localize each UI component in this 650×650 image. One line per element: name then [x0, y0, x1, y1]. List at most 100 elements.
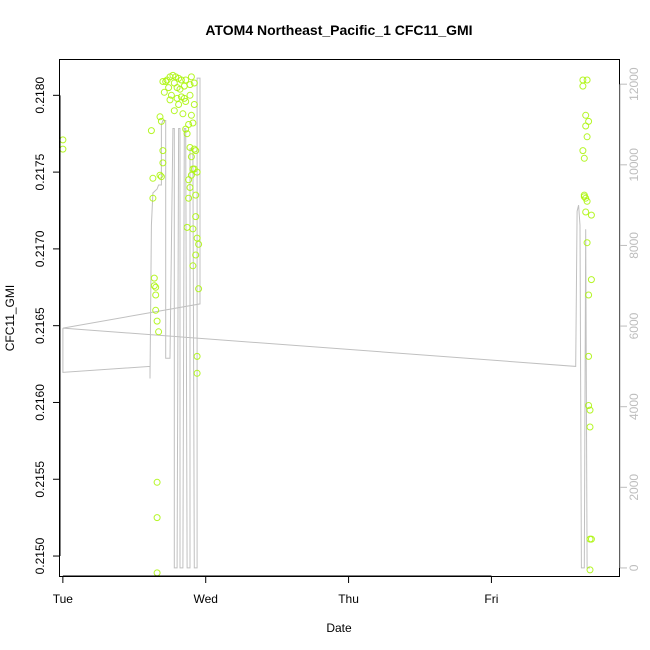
data-point: [585, 352, 593, 360]
data-point: [183, 130, 191, 138]
cfc11-points: [59, 71, 595, 577]
data-point: [155, 328, 163, 336]
data-point: [187, 153, 195, 161]
data-point: [579, 147, 587, 155]
data-point: [175, 101, 183, 108]
data-point: [187, 171, 195, 179]
data-point: [156, 171, 164, 179]
data-point: [157, 117, 165, 125]
data-point: [190, 145, 198, 153]
data-point: [150, 282, 158, 290]
data-point: [189, 262, 197, 270]
data-point: [587, 211, 595, 219]
data-point: [192, 251, 200, 259]
data-point: [152, 306, 160, 314]
data-point: [159, 147, 167, 155]
data-point: [186, 81, 194, 89]
x-tick-label: Thu: [338, 592, 359, 606]
x-tick-label: Wed: [193, 592, 217, 606]
data-point: [189, 225, 197, 233]
data-point: [159, 78, 167, 85]
y-tick-label: 0.2155: [33, 461, 47, 498]
data-point: [192, 147, 200, 155]
data-point: [59, 145, 67, 153]
x-tick-label: Tue: [53, 592, 74, 606]
data-point: [193, 352, 201, 360]
data-point: [586, 406, 594, 414]
data-point: [585, 291, 593, 299]
data-point: [192, 213, 200, 221]
data-point: [183, 223, 191, 231]
data-point: [162, 78, 170, 85]
data-point: [583, 76, 591, 84]
data-point: [186, 91, 194, 99]
y-axis-label: CFC11_GMI: [3, 285, 17, 351]
data-point: [582, 111, 590, 119]
y2-tick-label: 2000: [627, 474, 641, 501]
data-point: [195, 285, 203, 293]
data-point: [580, 154, 588, 162]
data-point: [182, 98, 190, 105]
y2-tick-label: 4000: [627, 393, 641, 420]
data-point: [192, 191, 200, 199]
data-point: [579, 82, 587, 90]
data-point: [185, 194, 193, 202]
data-point: [185, 121, 193, 128]
data-point: [187, 73, 195, 81]
data-point: [153, 478, 161, 486]
aircraft-altitude-line: [62, 77, 590, 569]
y2-tick-label: 0: [627, 564, 641, 571]
data-point: [59, 136, 67, 144]
data-point: [149, 174, 157, 182]
data-point: [170, 107, 178, 115]
data-point: [582, 208, 590, 216]
y2-tick-label: 6000: [627, 312, 641, 339]
data-point: [583, 197, 591, 205]
data-point: [187, 111, 195, 119]
data-point: [189, 119, 197, 127]
data-point: [586, 423, 594, 431]
x-tick-label: Fri: [484, 592, 498, 606]
y2-tick-label: 8000: [627, 232, 641, 259]
data-point: [186, 144, 194, 151]
data-point: [179, 110, 187, 118]
data-point: [152, 291, 160, 299]
data-point: [583, 133, 591, 141]
data-point: [587, 276, 595, 284]
data-point: [180, 82, 188, 90]
y-axis-left: 0.2150 0.2155 0.2160 0.2165 0.2170 0.2175 0.21…: [33, 77, 61, 574]
y-tick-label: 0.2165: [33, 307, 47, 344]
data-point: [149, 194, 157, 202]
data-point: [152, 283, 160, 291]
data-point: [153, 317, 161, 325]
data-point: [585, 402, 593, 409]
data-point: [177, 76, 185, 84]
y-axis-right: 0 2000 4000 6000 8000 10000 12000: [619, 67, 641, 571]
data-point: [150, 274, 158, 282]
data-point: [585, 117, 593, 125]
y-tick-label: 0.2175: [33, 153, 47, 190]
data-point: [153, 514, 161, 522]
data-point: [166, 96, 174, 104]
y2-tick-label: 12000: [627, 67, 641, 101]
y-tick-label: 0.2160: [33, 384, 47, 421]
data-point: [160, 88, 168, 96]
y2-tick-label: 10000: [627, 148, 641, 182]
series-line-altitude: [62, 77, 590, 569]
y-tick-label: 0.2150: [33, 537, 47, 574]
data-point: [156, 113, 164, 121]
data-point: [147, 127, 155, 135]
data-point: [193, 369, 201, 377]
data-point: [186, 184, 194, 191]
y-tick-label: 0.2180: [33, 77, 47, 114]
data-point: [587, 535, 595, 543]
data-point: [165, 84, 173, 92]
chart-title: ATOM4 Northeast_Pacific_1 CFC11_GMI: [205, 22, 472, 38]
data-point: [195, 240, 203, 248]
data-point: [190, 79, 198, 87]
data-point: [157, 173, 165, 181]
data-point: [583, 239, 591, 247]
data-point: [167, 91, 175, 99]
data-point: [193, 168, 201, 176]
